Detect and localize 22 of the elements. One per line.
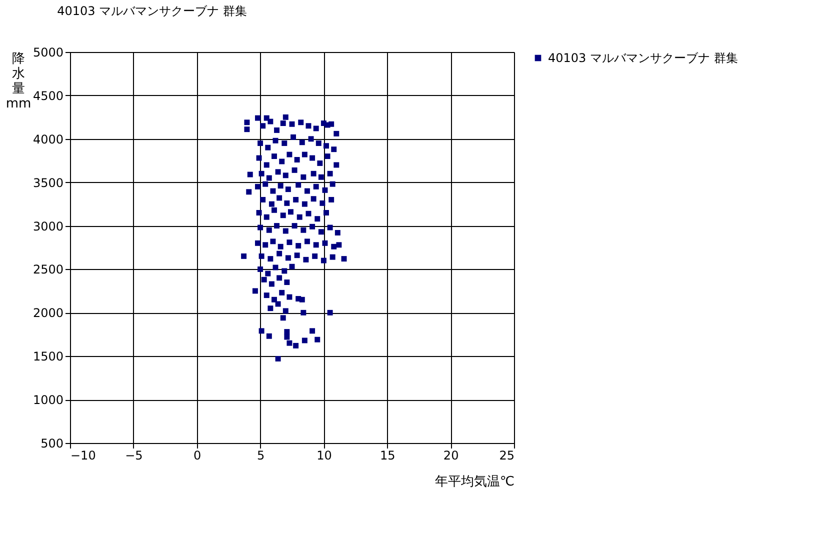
- x-tick-label: 10: [316, 448, 332, 462]
- y-tick-label: 4000: [32, 132, 64, 146]
- y-tick-label: 5000: [32, 46, 64, 60]
- y-tick-label: 2500: [32, 262, 64, 277]
- x-tick-label: 25: [499, 448, 514, 462]
- y-axis-title: 降水量 mm: [6, 52, 32, 112]
- x-tick-label: −5: [125, 448, 143, 462]
- x-tick-label: 20: [443, 448, 459, 462]
- y-tick-label: 2000: [32, 306, 64, 320]
- y-tick-label: 3500: [32, 176, 64, 190]
- y-tick-label: 500: [40, 436, 64, 450]
- x-axis-title: 年平均気温℃: [434, 474, 514, 490]
- y-tick-label: 1500: [32, 350, 64, 364]
- y-tick-label: 1000: [32, 393, 64, 408]
- x-tick-label: −10: [70, 448, 96, 462]
- y-tick-label: 3000: [32, 219, 64, 234]
- x-tick-label: 0: [194, 448, 202, 462]
- x-tick-label: 15: [380, 448, 396, 462]
- x-tick-label: 5: [256, 448, 265, 462]
- legend-label: 40103 マルバマンサクーブナ 群集: [548, 51, 738, 65]
- chart-title: 40103 マルバマンサクーブナ 群集: [57, 4, 247, 18]
- y-tick-label: 4500: [32, 88, 64, 103]
